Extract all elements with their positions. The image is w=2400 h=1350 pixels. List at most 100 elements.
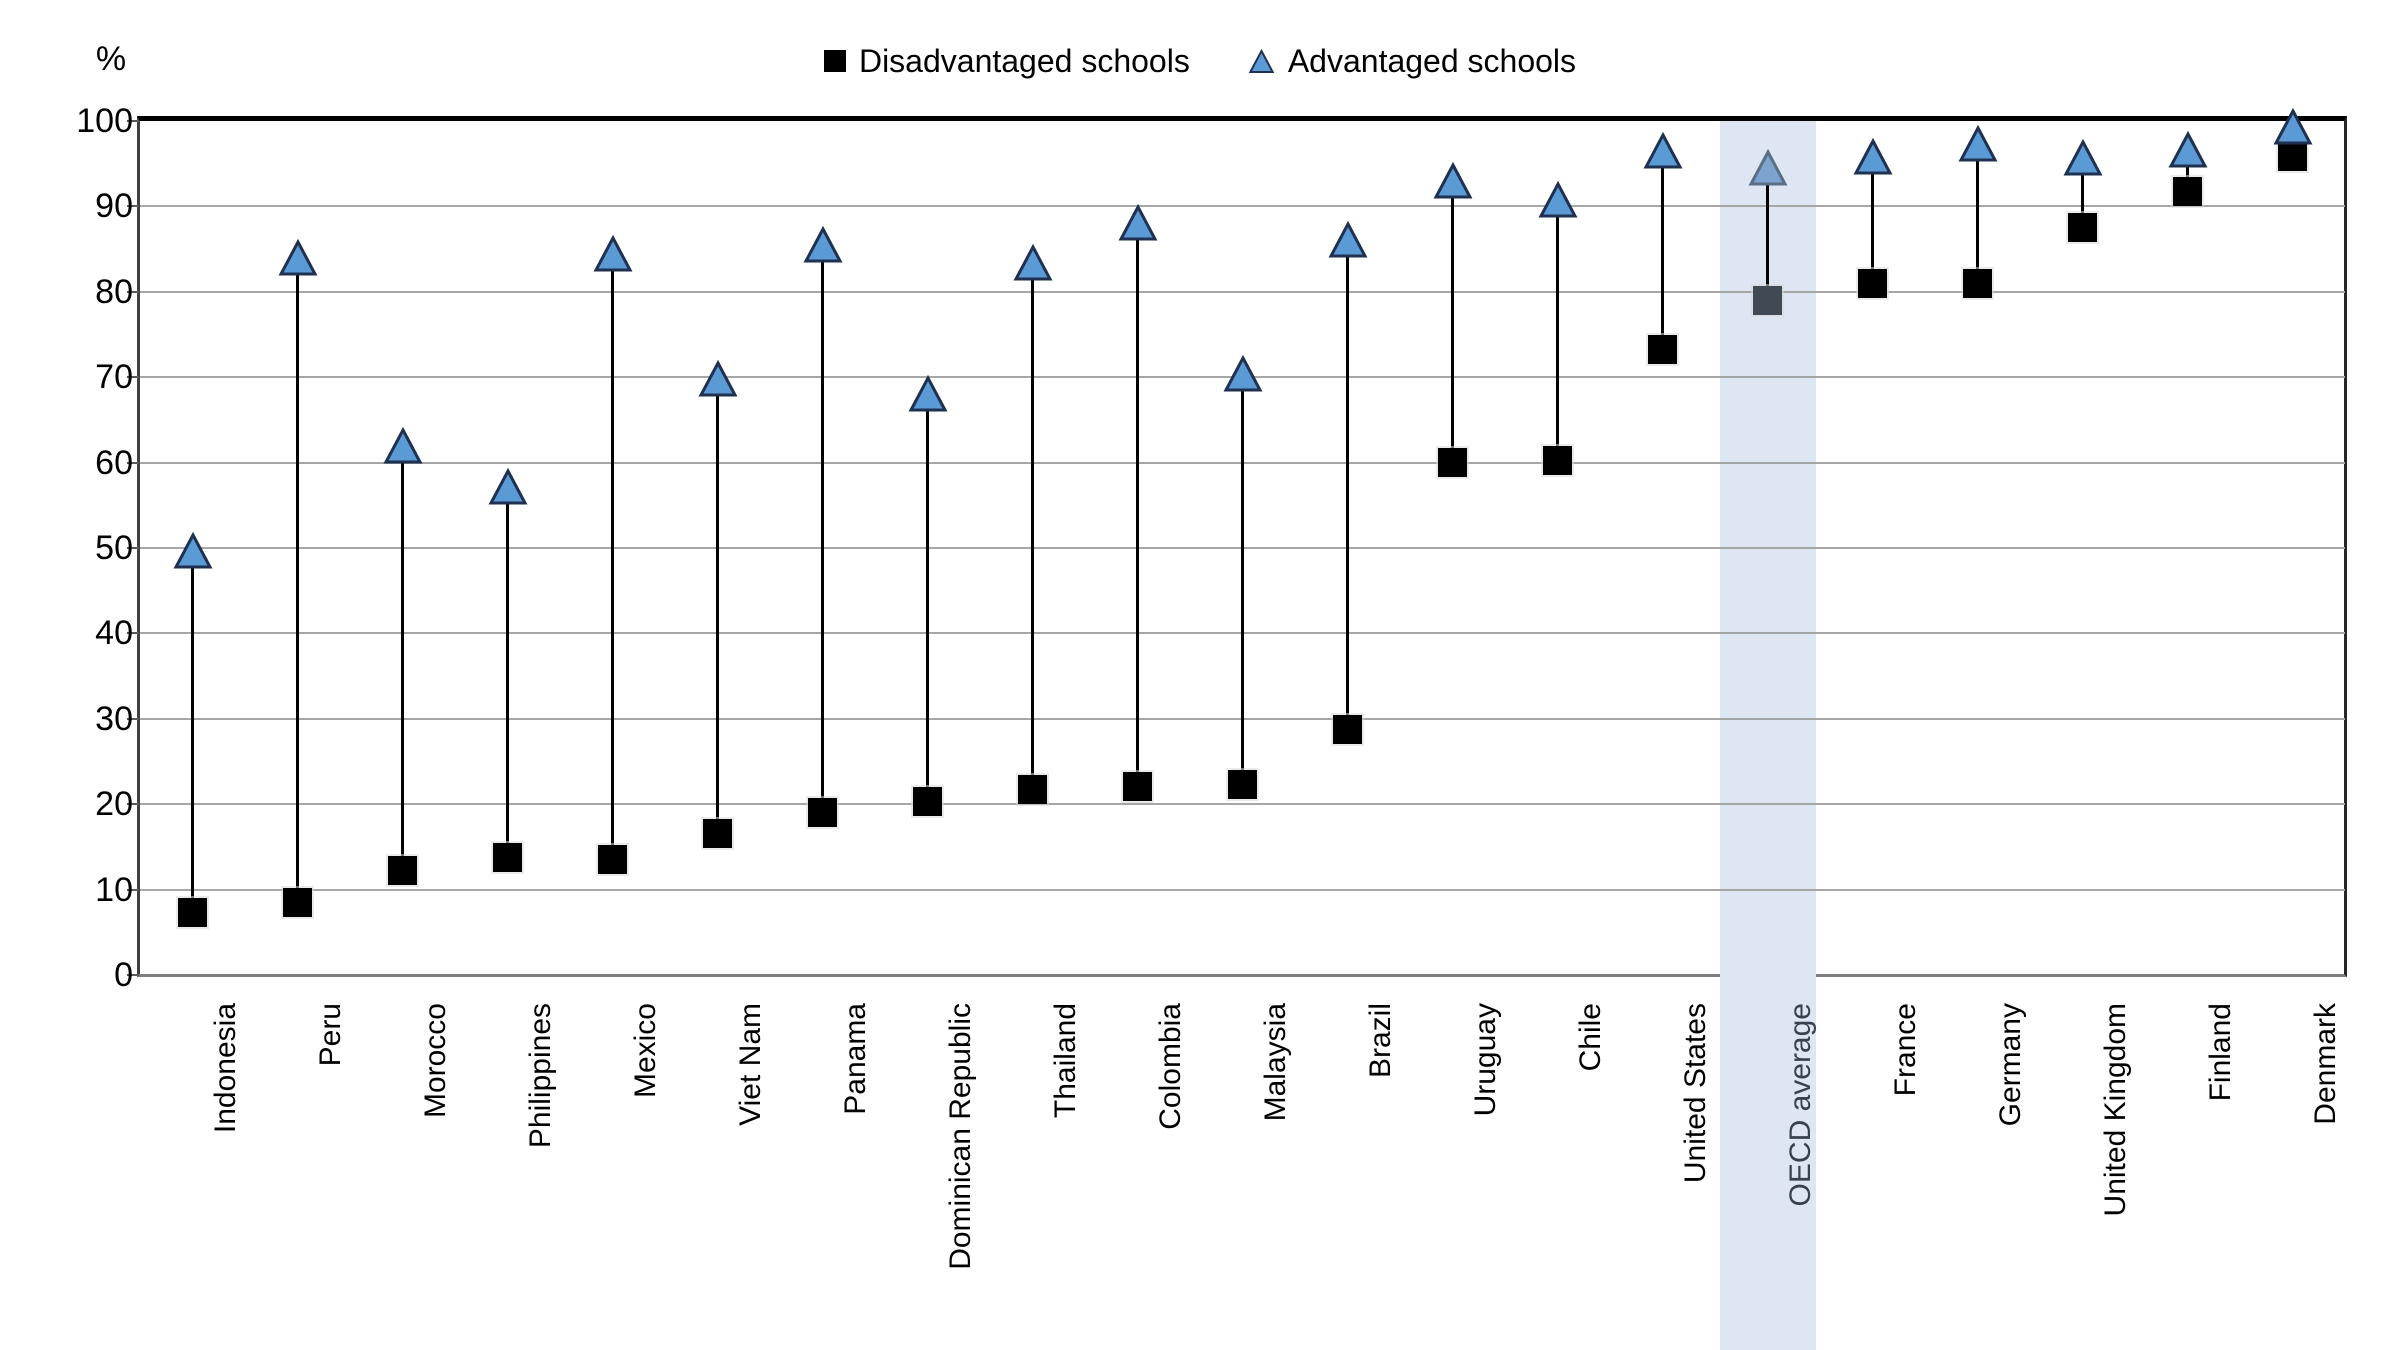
triangle-marker-icon bbox=[1328, 220, 1367, 258]
x-axis-label: Mexico bbox=[629, 1003, 662, 1099]
oecd-highlight-band bbox=[1719, 121, 1816, 1350]
x-axis-label: Dominican Republic bbox=[944, 1003, 977, 1270]
triangle-marker-icon bbox=[2063, 138, 2102, 176]
advantaged-marker bbox=[2063, 138, 2103, 177]
y-axis-tick-label: 10 bbox=[95, 870, 133, 909]
triangle-marker-icon bbox=[278, 238, 317, 276]
disadvantaged-marker bbox=[808, 798, 837, 828]
advantaged-marker bbox=[1643, 131, 1683, 170]
advantaged-marker bbox=[1538, 180, 1578, 219]
advantaged-marker bbox=[1013, 243, 1053, 282]
category-stem bbox=[1871, 156, 1874, 284]
grid-line bbox=[140, 888, 2345, 891]
y-axis-tick-label: 90 bbox=[95, 187, 133, 226]
triangle-marker-icon bbox=[1748, 148, 1787, 186]
advantaged-marker bbox=[383, 426, 423, 465]
advantaged-marker bbox=[2273, 107, 2313, 146]
legend-label: Disadvantaged schools bbox=[858, 42, 1190, 79]
x-axis-label: Viet Nam bbox=[734, 1003, 767, 1126]
disadvantaged-marker bbox=[283, 887, 312, 917]
triangle-marker-icon bbox=[1433, 161, 1472, 199]
y-axis-tick bbox=[127, 632, 139, 635]
y-axis-tick bbox=[127, 717, 139, 720]
triangle-marker-icon bbox=[1248, 48, 1275, 73]
advantaged-marker bbox=[173, 532, 213, 570]
advantaged-marker bbox=[698, 359, 738, 398]
triangle-marker-icon bbox=[593, 235, 632, 272]
disadvantaged-marker bbox=[1858, 268, 1887, 298]
advantaged-marker bbox=[1433, 161, 1473, 200]
triangle-marker-icon bbox=[803, 225, 842, 263]
triangle-marker-icon bbox=[1013, 243, 1052, 281]
disadvantaged-marker bbox=[1333, 714, 1362, 744]
x-axis-label: United Kingdom bbox=[2099, 1003, 2132, 1217]
triangle-marker-icon bbox=[1118, 203, 1157, 241]
triangle-marker-icon bbox=[1643, 131, 1682, 169]
advantaged-marker bbox=[1748, 148, 1788, 187]
disadvantaged-marker bbox=[178, 898, 207, 928]
advantaged-marker bbox=[2168, 130, 2208, 169]
triangle-marker-icon bbox=[1853, 137, 1892, 175]
x-axis-label: Finland bbox=[2204, 1003, 2237, 1102]
disadvantaged-marker bbox=[1963, 268, 1992, 298]
plot-frame bbox=[137, 116, 2347, 977]
category-stem bbox=[401, 445, 404, 871]
legend-item-advantaged: Advantaged schools bbox=[1248, 43, 1576, 80]
x-axis-label: Colombia bbox=[1154, 1003, 1187, 1130]
grid-line bbox=[140, 290, 2345, 293]
category-stem bbox=[1136, 222, 1139, 787]
disadvantaged-marker bbox=[1543, 445, 1572, 475]
disadvantaged-marker bbox=[913, 787, 942, 817]
triangle-marker-icon bbox=[2273, 107, 2312, 145]
advantaged-marker bbox=[908, 375, 948, 413]
x-axis-label: Morocco bbox=[419, 1003, 452, 1119]
y-axis-tick-label: 40 bbox=[95, 614, 133, 653]
category-stem bbox=[926, 394, 929, 802]
disadvantaged-marker bbox=[703, 818, 732, 848]
x-axis-label: Indonesia bbox=[209, 1003, 242, 1134]
triangle-marker-icon bbox=[383, 426, 422, 464]
x-axis-label: Thailand bbox=[1049, 1003, 1082, 1119]
legend-label: Advantaged schools bbox=[1287, 42, 1577, 79]
y-axis-tick bbox=[127, 547, 139, 549]
category-stem bbox=[1766, 167, 1769, 301]
category-stem bbox=[821, 244, 824, 813]
triangle-marker-icon bbox=[488, 467, 527, 504]
y-axis-tick bbox=[127, 205, 139, 208]
y-axis-tick bbox=[127, 888, 139, 891]
triangle-marker-icon bbox=[1223, 354, 1262, 392]
advantaged-marker bbox=[1223, 354, 1263, 393]
category-stem bbox=[1241, 373, 1244, 785]
y-axis-tick bbox=[127, 974, 139, 976]
square-marker-icon bbox=[823, 50, 846, 72]
disadvantaged-marker bbox=[1123, 771, 1152, 801]
category-stem bbox=[191, 551, 194, 913]
grid-line bbox=[140, 205, 2345, 208]
advantaged-marker bbox=[488, 467, 528, 506]
category-stem bbox=[1976, 144, 1979, 284]
advantaged-marker bbox=[1853, 137, 1893, 176]
disadvantaged-marker bbox=[1228, 770, 1257, 800]
x-axis-label: Denmark bbox=[2309, 1003, 2342, 1125]
x-axis-label: OECD average bbox=[1784, 1003, 1817, 1207]
advantaged-marker bbox=[803, 225, 843, 264]
x-axis-label: Brazil bbox=[1364, 1003, 1397, 1079]
x-axis-label: Germany bbox=[1994, 1003, 2027, 1127]
disadvantaged-marker bbox=[1648, 334, 1677, 364]
category-stem bbox=[1556, 199, 1559, 461]
category-stem bbox=[506, 486, 509, 858]
triangle-marker-icon bbox=[173, 532, 212, 569]
disadvantaged-marker bbox=[1753, 285, 1782, 315]
triangle-marker-icon bbox=[698, 359, 737, 397]
advantaged-marker bbox=[1958, 124, 1998, 163]
y-axis-tick bbox=[127, 290, 139, 293]
category-stem bbox=[296, 257, 299, 903]
disadvantaged-marker bbox=[598, 845, 627, 875]
y-axis-tick bbox=[127, 376, 139, 379]
y-axis-tick-label: 20 bbox=[95, 785, 133, 824]
x-axis-label: United States bbox=[1679, 1003, 1712, 1184]
x-axis-label: Peru bbox=[314, 1003, 347, 1067]
x-axis-label: Malaysia bbox=[1259, 1003, 1292, 1122]
triangle-marker-icon bbox=[2168, 130, 2207, 168]
